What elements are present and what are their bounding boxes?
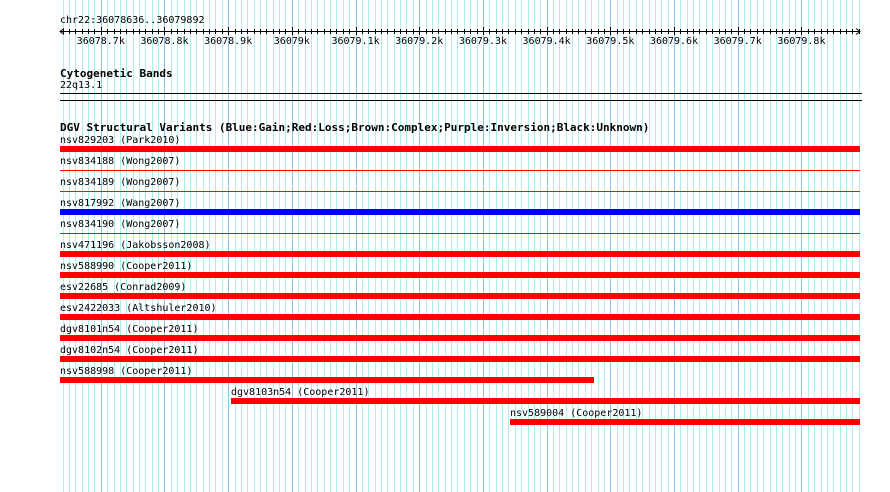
variant-label[interactable]: dgv8102n54 (Cooper2011) — [60, 345, 199, 356]
ruler-tick-label: 36079.8k — [777, 36, 825, 47]
ruler-tick-label: 36079.2k — [395, 36, 443, 47]
variant-label[interactable]: nsv834188 (Wong2007) — [60, 156, 181, 167]
variant-label[interactable]: esv22685 (Conrad2009) — [60, 282, 187, 293]
ruler-left-arrow-icon — [59, 28, 65, 35]
variant-label[interactable]: nsv471196 (Jakobsson2008) — [60, 240, 211, 251]
variant-bar-loss[interactable] — [60, 314, 860, 320]
ruler-tick-label: 36079k — [274, 36, 310, 47]
variant-label[interactable]: dgv8101n54 (Cooper2011) — [60, 324, 199, 335]
variant-label[interactable]: nsv589004 (Cooper2011) — [510, 408, 643, 419]
dgv-track-title: DGV Structural Variants (Blue:Gain;Red:L… — [60, 121, 650, 134]
ruler-location: chr22:36078636..36079892 — [60, 15, 205, 26]
ruler-tick-label: 36078.8k — [140, 36, 188, 47]
ruler-tick-label: 36079.5k — [586, 36, 634, 47]
variant-bar-gain[interactable] — [60, 209, 860, 215]
position-ruler[interactable]: 36078.7k 36078.8k 36078.9k 36079k 36079.1k 36… — [0, 24, 890, 48]
variant-bar-loss[interactable] — [231, 398, 860, 404]
variant-label[interactable]: nsv829203 (Park2010) — [60, 135, 181, 146]
ruler-tick-label: 36079.1k — [331, 36, 379, 47]
variant-label[interactable]: nsv817992 (Wang2007) — [60, 198, 181, 209]
cytoband-track-divider — [60, 93, 862, 94]
variant-bar-complex[interactable] — [60, 191, 860, 192]
variant-label[interactable]: nsv834189 (Wong2007) — [60, 177, 181, 188]
variant-label[interactable]: esv2422033 (Altshuler2010) — [60, 303, 217, 314]
variant-bar-loss[interactable] — [510, 419, 860, 425]
variant-label[interactable]: nsv834190 (Wong2007) — [60, 219, 181, 230]
ruler-tick-label: 36079.4k — [523, 36, 571, 47]
ruler-tick-label: 36079.7k — [714, 36, 762, 47]
variant-bar-loss[interactable] — [60, 272, 860, 278]
variant-bar-loss[interactable] — [60, 233, 860, 234]
variant-label[interactable]: dgv8103n54 (Cooper2011) — [231, 387, 370, 398]
variant-bar-loss[interactable] — [60, 335, 860, 341]
ruler-tick-label: 36078.9k — [204, 36, 252, 47]
variant-bar-loss[interactable] — [60, 146, 860, 152]
track-divider — [60, 100, 862, 101]
variant-bar-loss[interactable] — [60, 170, 860, 171]
ruler-tick-label: 36079.6k — [650, 36, 698, 47]
cytoband-track-title: Cytogenetic Bands — [60, 67, 173, 80]
ruler-tick-label: 36079.3k — [459, 36, 507, 47]
variant-bar-loss[interactable] — [60, 377, 594, 383]
variant-bar-loss[interactable] — [60, 356, 860, 362]
variant-label[interactable]: nsv588990 (Cooper2011) — [60, 261, 193, 272]
ruler-tick-label: 36078.7k — [77, 36, 125, 47]
cytoband-label[interactable]: 22q13.1 — [60, 80, 103, 91]
variant-bar-loss[interactable] — [60, 293, 860, 299]
variant-bar-loss[interactable] — [60, 251, 860, 257]
variant-label[interactable]: nsv588998 (Cooper2011) — [60, 366, 193, 377]
